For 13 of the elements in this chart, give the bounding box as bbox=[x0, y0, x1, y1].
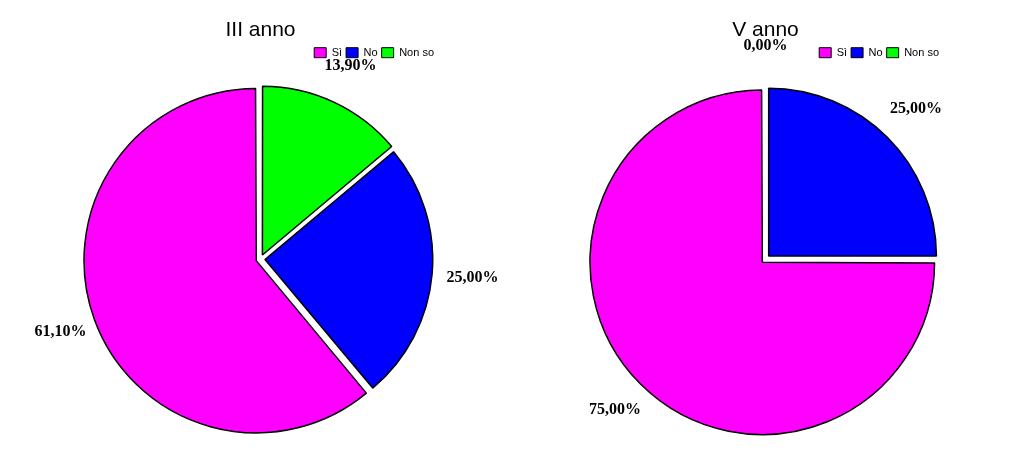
legend-label: Sì bbox=[836, 45, 848, 58]
data-label: 13,90% bbox=[324, 56, 377, 74]
legend-label: Non so bbox=[904, 45, 940, 58]
chart-title: III anno bbox=[225, 17, 296, 41]
legend-label: Sì bbox=[331, 45, 343, 58]
data-label: 25,00% bbox=[889, 98, 942, 116]
legend-label: Non so bbox=[399, 45, 435, 58]
data-label: 25,00% bbox=[446, 267, 499, 285]
data-label: 61,10% bbox=[34, 321, 87, 339]
data-label: 75,00% bbox=[589, 399, 642, 417]
legend-label: No bbox=[868, 45, 883, 58]
legend-label: No bbox=[363, 45, 378, 58]
text: 0,00% bbox=[743, 36, 788, 54]
